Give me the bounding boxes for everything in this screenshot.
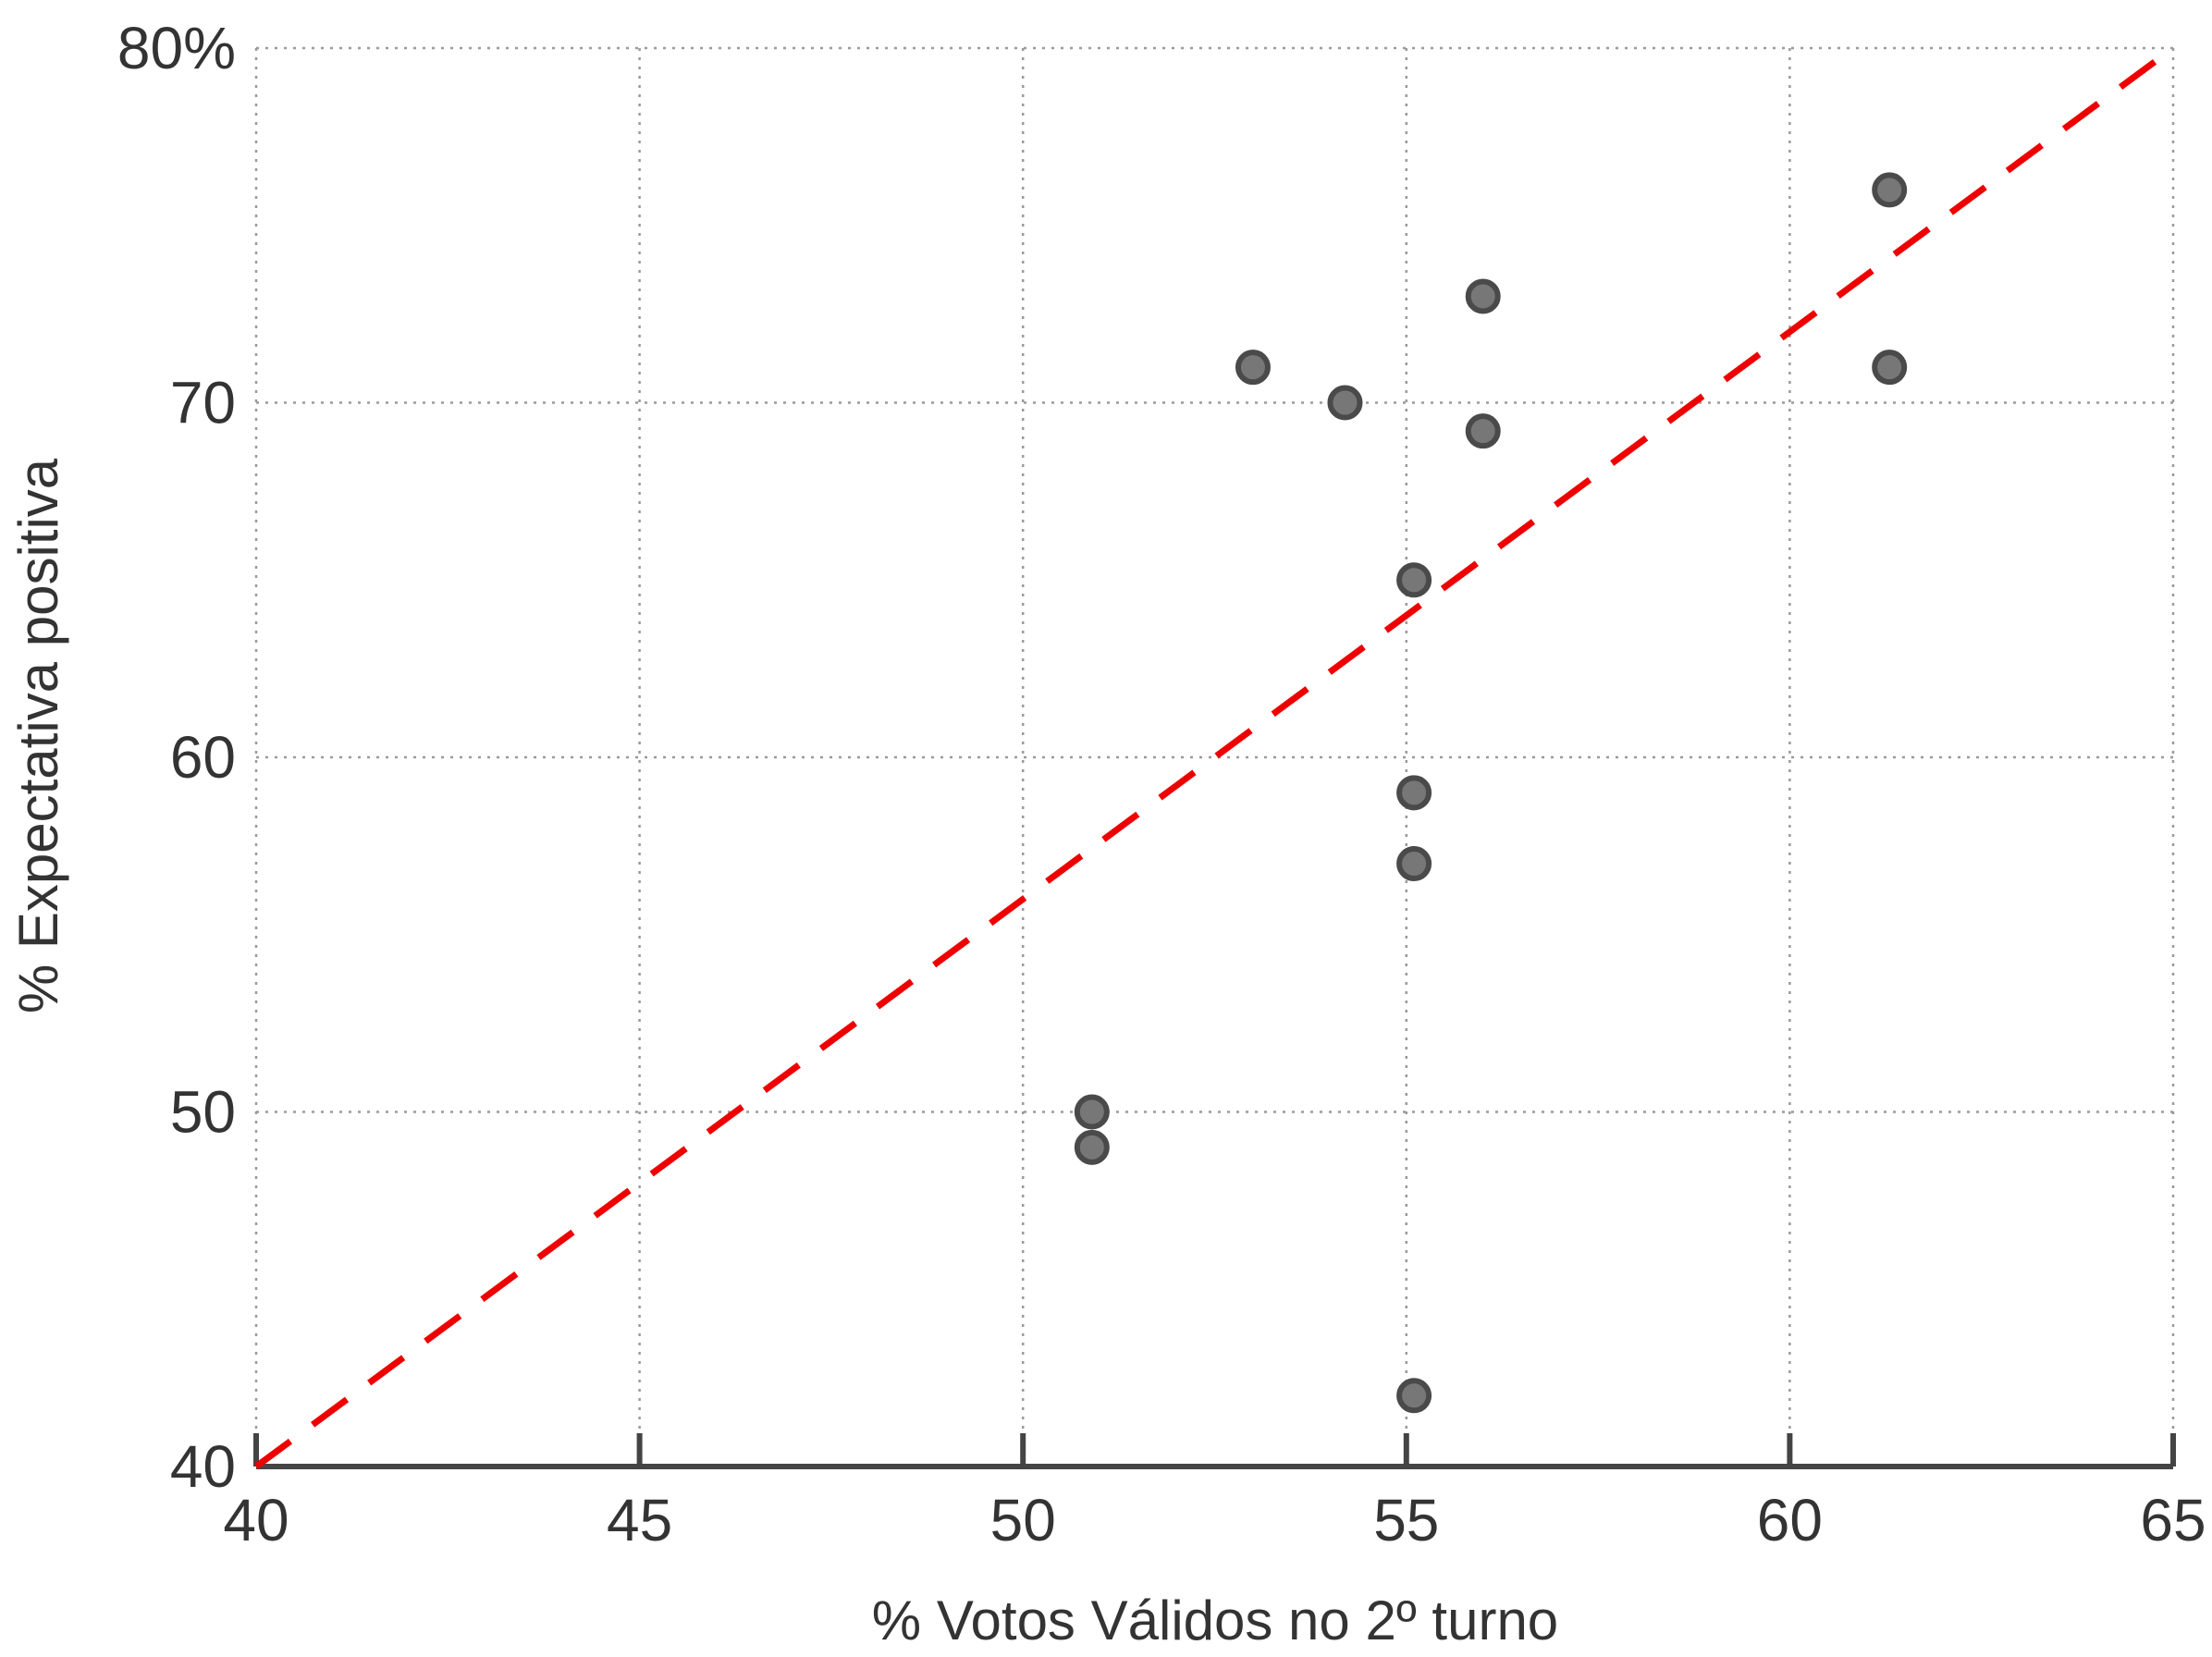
y-tick-label: 50 xyxy=(170,1079,236,1146)
x-tick-label: 60 xyxy=(1757,1487,1823,1553)
x-axis-ticks: 40 45 50 55 60 65 xyxy=(223,1433,2206,1553)
x-tick-label: 40 xyxy=(223,1487,289,1553)
scatter-point xyxy=(1235,350,1271,386)
scatter-point xyxy=(1872,350,1908,386)
x-tick-label: 50 xyxy=(990,1487,1056,1553)
scatter-point xyxy=(1074,1094,1110,1130)
y-tick-label: 40 xyxy=(170,1433,236,1500)
data-points xyxy=(1074,172,1908,1414)
scatter-point xyxy=(1396,775,1432,811)
x-tick-label: 55 xyxy=(1373,1487,1439,1553)
scatter-point xyxy=(1872,172,1908,208)
x-tick-label: 65 xyxy=(2140,1487,2206,1553)
y-tick-label: 70 xyxy=(170,370,236,436)
scatter-point xyxy=(1327,385,1363,421)
scatter-point xyxy=(1396,562,1432,598)
x-axis-title: % Votos Válidos no 2º turno xyxy=(872,1589,1558,1651)
y-axis-ticks: 40 50 60 70 80% xyxy=(117,15,236,1500)
scatter-point xyxy=(1396,846,1432,882)
y-tick-label: 80% xyxy=(117,15,236,81)
reference-line xyxy=(253,45,2176,1469)
scatter-point xyxy=(1396,1378,1432,1414)
x-tick-label: 45 xyxy=(607,1487,672,1553)
scatter-point xyxy=(1465,278,1501,314)
scatter-point xyxy=(1074,1129,1110,1165)
y-axis-title: % Expectativa positiva xyxy=(7,458,69,1013)
y-tick-label: 60 xyxy=(170,724,236,791)
reference-line-group xyxy=(253,45,2176,1469)
scatter-point xyxy=(1465,413,1501,449)
